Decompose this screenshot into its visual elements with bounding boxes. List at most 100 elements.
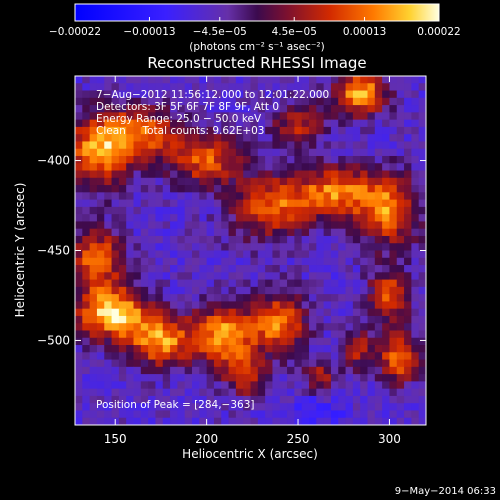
heatmap-cell [140, 177, 149, 186]
heatmap-cell [360, 112, 368, 121]
heatmap-cell [228, 112, 237, 121]
heatmap-cell [338, 279, 346, 288]
heatmap-cell [82, 214, 91, 222]
heatmap-cell [360, 330, 368, 339]
heatmap-cell [184, 279, 193, 288]
heatmap-cell [382, 272, 390, 280]
x-tick-label: 300 [378, 432, 401, 446]
heatmap-cell [111, 235, 120, 244]
heatmap-cell [316, 134, 325, 142]
heatmap-cell [126, 112, 134, 121]
heatmap-cell [104, 206, 112, 215]
heatmap-cell [170, 323, 178, 331]
heatmap-cell [177, 199, 186, 208]
heatmap-cell [96, 345, 105, 353]
heatmap-cell [360, 105, 368, 113]
heatmap-cell [294, 374, 303, 382]
heatmap-cell [382, 323, 390, 331]
heatmap-cell [316, 301, 325, 310]
heatmap-cell [301, 206, 310, 215]
heatmap-cell [367, 97, 376, 106]
heatmap-cell [228, 199, 237, 208]
heatmap-cell [323, 366, 332, 375]
heatmap-cell [418, 286, 427, 295]
heatmap-cell [96, 155, 105, 164]
heatmap-cell [162, 323, 171, 331]
heatmap-cell [257, 163, 266, 171]
heatmap-cell [126, 126, 134, 135]
heatmap-cell [389, 228, 398, 237]
heatmap-cell [418, 163, 427, 171]
heatmap-cell [330, 330, 339, 339]
heatmap-cell [104, 192, 112, 200]
heatmap-cell [360, 308, 368, 317]
heatmap-cell [396, 323, 405, 331]
heatmap-cell [89, 381, 98, 390]
heatmap-cell [170, 257, 178, 266]
heatmap-cell [140, 337, 149, 346]
heatmap-cell [338, 359, 346, 368]
heatmap-cell [199, 265, 208, 273]
heatmap-cell [82, 286, 91, 295]
heatmap-cell [345, 170, 354, 179]
heatmap-cell [411, 279, 420, 288]
heatmap-cell [294, 97, 303, 106]
heatmap-cell [294, 272, 303, 280]
heatmap-cell [338, 134, 346, 142]
heatmap-cell [133, 90, 142, 99]
heatmap-cell [221, 265, 229, 273]
heatmap-cell [287, 155, 295, 164]
heatmap-cell [221, 403, 229, 411]
heatmap-cell [213, 257, 222, 266]
heatmap-cell [140, 323, 149, 331]
heatmap-cell [148, 97, 156, 106]
colorbar-tick-label: −0.00022 [49, 26, 101, 38]
heatmap-cell [345, 199, 354, 208]
heatmap-cell [199, 126, 208, 135]
heatmap-cell [243, 119, 251, 128]
heatmap-cell [287, 199, 295, 208]
heatmap-cell [162, 177, 171, 186]
heatmap-cell [75, 323, 83, 331]
heatmap-cell [323, 112, 332, 121]
heatmap-cell [184, 388, 193, 397]
heatmap-cell [243, 163, 251, 171]
heatmap-cell [221, 410, 229, 419]
heatmap-cell [418, 308, 427, 317]
heatmap-cell [104, 359, 112, 368]
heatmap-cell [192, 155, 200, 164]
heatmap-cell [250, 257, 259, 266]
heatmap-cell [75, 235, 83, 244]
heatmap-cell [140, 359, 149, 368]
heatmap-cell [294, 228, 303, 237]
heatmap-cell [382, 76, 390, 84]
heatmap-cell [360, 134, 368, 142]
heatmap-cell [367, 257, 376, 266]
heatmap-cell [411, 381, 420, 390]
heatmap-cell [352, 148, 361, 157]
heatmap-cell [162, 272, 171, 280]
heatmap-cell [374, 345, 383, 353]
heatmap-cell [411, 374, 420, 382]
heatmap-cell [374, 170, 383, 179]
heatmap-cell [199, 155, 208, 164]
heatmap-cell [316, 323, 325, 331]
annotation-peak: Position of Peak = [284,−363] [96, 399, 255, 411]
heatmap-cell [389, 301, 398, 310]
heatmap-cell [265, 265, 273, 273]
heatmap-cell [352, 272, 361, 280]
heatmap-cell [192, 359, 200, 368]
heatmap-cell [155, 83, 164, 91]
heatmap-cell [213, 308, 222, 317]
heatmap-cell [75, 83, 83, 91]
heatmap-cell [104, 265, 112, 273]
heatmap-cell [287, 112, 295, 121]
heatmap-cell [279, 272, 288, 280]
heatmap-cell [265, 410, 273, 419]
heatmap-cell [82, 294, 91, 302]
heatmap-cell [250, 235, 259, 244]
heatmap-cell [75, 417, 83, 426]
heatmap-cell [352, 257, 361, 266]
heatmap-cell [192, 403, 200, 411]
heatmap-cell [96, 250, 105, 259]
